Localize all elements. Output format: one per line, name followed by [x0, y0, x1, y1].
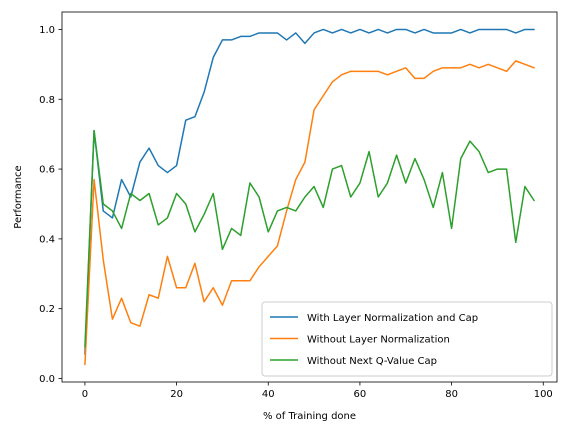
plot-frame	[61, 11, 558, 383]
series-layer	[84, 28, 535, 366]
legend-box	[261, 301, 553, 377]
y-axis-label: Performance	[13, 165, 24, 228]
x-tick-label: 20	[170, 389, 183, 400]
y-tick-label: 0.0	[39, 374, 55, 385]
legend-label-3: Without Next Q-Value Cap	[307, 356, 437, 367]
y-tick-label: 0.8	[39, 95, 55, 106]
y-axis-ticks: 0.0 0.2 0.4 0.6 0.8 1.0	[39, 25, 62, 385]
series-line-3	[84, 129, 535, 348]
y-tick-label: 0.2	[39, 304, 55, 315]
y-tick-label: 1.0	[39, 25, 55, 36]
legend-label-2: Without Layer Normalization	[307, 335, 450, 346]
x-axis-label: % of Training done	[263, 411, 356, 422]
x-axis-ticks: 0 20 40 60 80 100	[82, 382, 553, 400]
x-tick-label: 40	[262, 389, 275, 400]
series-line-1	[84, 28, 535, 355]
x-tick-label: 80	[445, 389, 458, 400]
x-tick-label: 60	[354, 389, 367, 400]
series-line-2	[84, 60, 535, 366]
y-tick-label: 0.6	[39, 165, 55, 176]
x-tick-label: 100	[534, 389, 553, 400]
x-tick-label: 0	[82, 389, 88, 400]
y-tick-label: 0.4	[39, 234, 55, 245]
legend: With Layer Normalization and Cap Without …	[261, 301, 553, 377]
legend-label-1: With Layer Normalization and Cap	[307, 313, 478, 324]
